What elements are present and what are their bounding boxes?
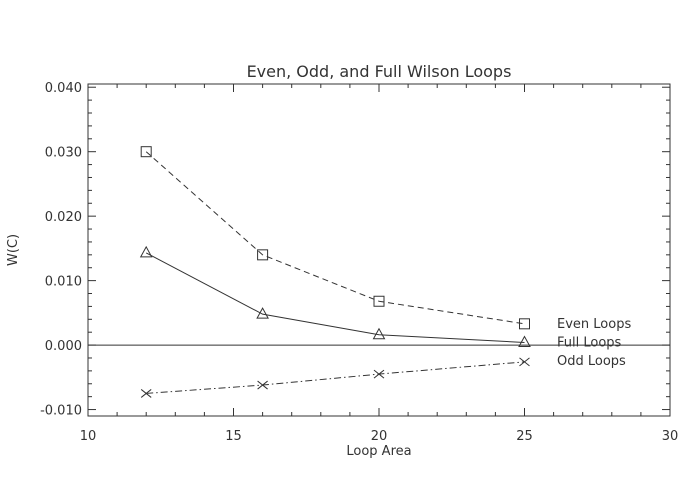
series-layer [139, 146, 531, 398]
y-tick-label: 0.020 [45, 210, 82, 225]
series-line-full-loops [145, 252, 525, 344]
data-point-full-loops [518, 335, 531, 348]
series-even-loops [140, 146, 530, 330]
x-axis-label: Loop Area [346, 444, 411, 459]
x-tick-label: 30 [662, 429, 679, 444]
data-point-full-loops [372, 327, 386, 340]
chart-title: Even, Odd, and Full Wilson Loops [247, 62, 512, 81]
series-line-even-loops [145, 151, 525, 325]
x-axis: 10 15 20 25 30 [80, 84, 679, 444]
data-point-odd-loops [519, 357, 530, 367]
data-point-even-loops [373, 295, 385, 307]
legend-label-full-loops: Full Loops [557, 336, 622, 351]
series-odd-loops [140, 357, 530, 398]
legend-label-odd-loops: Odd Loops [557, 354, 626, 369]
legend: Even Loops Full Loops Odd Loops [557, 317, 631, 369]
y-tick-label: 0.030 [45, 146, 82, 161]
x-tick-label: 15 [225, 429, 242, 444]
data-point-odd-loops [257, 380, 268, 390]
y-tick-label: 0.000 [45, 339, 82, 354]
series-line-odd-loops [146, 361, 525, 394]
y-tick-label: 0.010 [45, 275, 82, 290]
data-point-odd-loops [140, 389, 152, 398]
data-point-even-loops [519, 318, 530, 330]
y-axis-label: W(C) [6, 234, 21, 266]
data-point-even-loops [257, 249, 269, 261]
data-point-full-loops [139, 245, 153, 258]
data-point-even-loops [140, 146, 152, 158]
x-tick-label: 25 [516, 429, 533, 444]
x-tick-label: 10 [80, 429, 97, 444]
y-tick-label: -0.010 [40, 404, 82, 419]
legend-label-even-loops: Even Loops [557, 317, 631, 332]
series-full-loops [139, 245, 531, 348]
y-axis: -0.010 0.000 0.010 0.020 0.030 0.040 [40, 81, 670, 419]
data-point-full-loops [256, 307, 269, 319]
data-point-odd-loops [373, 369, 385, 379]
y-tick-label: 0.040 [45, 81, 82, 96]
x-tick-label: 20 [371, 429, 388, 444]
